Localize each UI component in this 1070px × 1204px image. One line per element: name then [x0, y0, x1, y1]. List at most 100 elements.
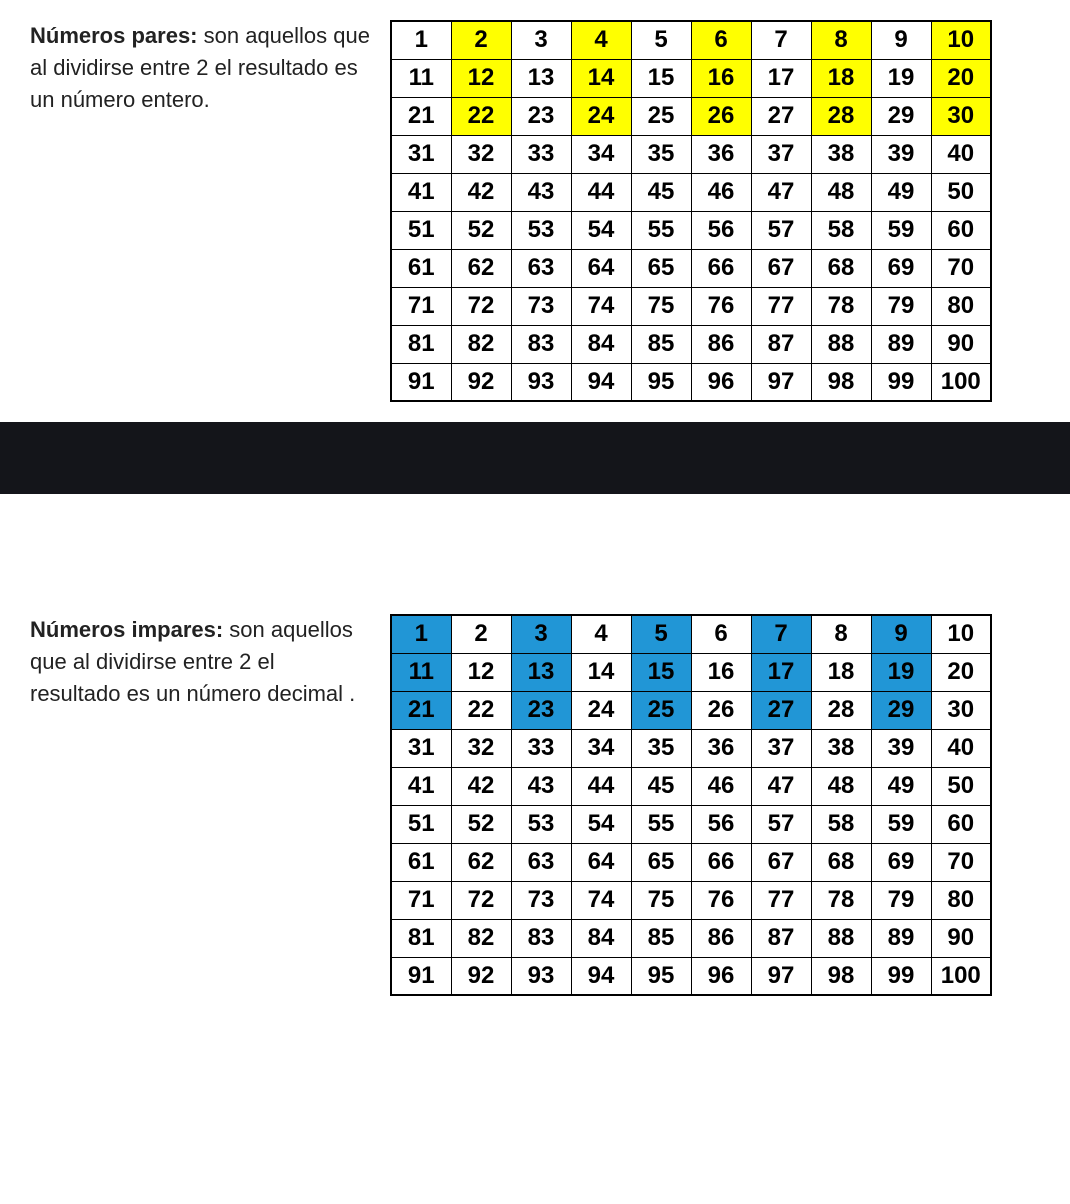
- number-cell: 91: [391, 363, 451, 401]
- number-cell: 39: [871, 135, 931, 173]
- number-cell: 80: [931, 881, 991, 919]
- number-cell: 12: [451, 59, 511, 97]
- number-cell: 35: [631, 729, 691, 767]
- number-cell: 60: [931, 805, 991, 843]
- number-cell: 87: [751, 919, 811, 957]
- number-cell: 50: [931, 173, 991, 211]
- number-cell: 2: [451, 615, 511, 653]
- number-cell: 66: [691, 843, 751, 881]
- number-cell: 28: [811, 97, 871, 135]
- table-row: 21222324252627282930: [391, 691, 991, 729]
- number-cell: 63: [511, 249, 571, 287]
- number-cell: 51: [391, 211, 451, 249]
- number-cell: 25: [631, 691, 691, 729]
- number-cell: 27: [751, 691, 811, 729]
- number-cell: 20: [931, 59, 991, 97]
- number-cell: 68: [811, 843, 871, 881]
- number-cell: 94: [571, 957, 631, 995]
- number-cell: 97: [751, 957, 811, 995]
- number-cell: 51: [391, 805, 451, 843]
- number-cell: 68: [811, 249, 871, 287]
- number-cell: 29: [871, 691, 931, 729]
- number-cell: 21: [391, 691, 451, 729]
- number-cell: 63: [511, 843, 571, 881]
- number-cell: 45: [631, 767, 691, 805]
- number-cell: 26: [691, 97, 751, 135]
- number-cell: 8: [811, 615, 871, 653]
- number-cell: 19: [871, 59, 931, 97]
- number-cell: 19: [871, 653, 931, 691]
- number-cell: 88: [811, 919, 871, 957]
- table-row: 31323334353637383940: [391, 135, 991, 173]
- number-cell: 25: [631, 97, 691, 135]
- number-cell: 61: [391, 249, 451, 287]
- number-cell: 37: [751, 729, 811, 767]
- number-cell: 22: [451, 691, 511, 729]
- table-row: 81828384858687888990: [391, 919, 991, 957]
- number-cell: 34: [571, 135, 631, 173]
- number-cell: 11: [391, 59, 451, 97]
- number-cell: 50: [931, 767, 991, 805]
- number-cell: 36: [691, 729, 751, 767]
- number-cell: 78: [811, 287, 871, 325]
- table-row: 41424344454647484950: [391, 173, 991, 211]
- table-row: 71727374757677787980: [391, 287, 991, 325]
- number-cell: 100: [931, 363, 991, 401]
- table-row: 61626364656667686970: [391, 843, 991, 881]
- number-cell: 16: [691, 59, 751, 97]
- number-cell: 3: [511, 21, 571, 59]
- number-cell: 98: [811, 957, 871, 995]
- number-cell: 87: [751, 325, 811, 363]
- number-cell: 71: [391, 287, 451, 325]
- number-cell: 18: [811, 59, 871, 97]
- number-cell: 32: [451, 135, 511, 173]
- number-cell: 82: [451, 325, 511, 363]
- number-cell: 38: [811, 729, 871, 767]
- number-cell: 41: [391, 767, 451, 805]
- pares-description: Números pares: son aquellos que al divid…: [30, 20, 390, 116]
- number-cell: 64: [571, 843, 631, 881]
- number-cell: 49: [871, 173, 931, 211]
- number-cell: 67: [751, 843, 811, 881]
- number-cell: 96: [691, 957, 751, 995]
- number-cell: 13: [511, 59, 571, 97]
- number-cell: 24: [571, 97, 631, 135]
- number-cell: 84: [571, 325, 631, 363]
- number-cell: 89: [871, 919, 931, 957]
- number-cell: 49: [871, 767, 931, 805]
- number-cell: 72: [451, 287, 511, 325]
- number-cell: 95: [631, 363, 691, 401]
- table-row: 919293949596979899100: [391, 957, 991, 995]
- table-row: 21222324252627282930: [391, 97, 991, 135]
- number-cell: 99: [871, 957, 931, 995]
- number-cell: 34: [571, 729, 631, 767]
- number-cell: 95: [631, 957, 691, 995]
- table-row: 919293949596979899100: [391, 363, 991, 401]
- impares-number-grid: 1234567891011121314151617181920212223242…: [390, 614, 992, 996]
- number-cell: 53: [511, 805, 571, 843]
- number-cell: 66: [691, 249, 751, 287]
- number-cell: 33: [511, 135, 571, 173]
- number-cell: 46: [691, 767, 751, 805]
- number-cell: 26: [691, 691, 751, 729]
- number-cell: 24: [571, 691, 631, 729]
- number-cell: 35: [631, 135, 691, 173]
- number-cell: 88: [811, 325, 871, 363]
- number-cell: 47: [751, 767, 811, 805]
- number-cell: 57: [751, 805, 811, 843]
- number-cell: 23: [511, 691, 571, 729]
- number-cell: 48: [811, 173, 871, 211]
- number-cell: 54: [571, 211, 631, 249]
- number-cell: 92: [451, 363, 511, 401]
- number-cell: 17: [751, 653, 811, 691]
- number-cell: 67: [751, 249, 811, 287]
- number-cell: 62: [451, 249, 511, 287]
- section-pares: Números pares: son aquellos que al divid…: [0, 0, 1070, 422]
- table-row: 11121314151617181920: [391, 653, 991, 691]
- number-cell: 77: [751, 287, 811, 325]
- number-cell: 22: [451, 97, 511, 135]
- number-cell: 96: [691, 363, 751, 401]
- table-row: 71727374757677787980: [391, 881, 991, 919]
- section-impares: Números impares: son aquellos que al div…: [0, 494, 1070, 1036]
- number-cell: 9: [871, 615, 931, 653]
